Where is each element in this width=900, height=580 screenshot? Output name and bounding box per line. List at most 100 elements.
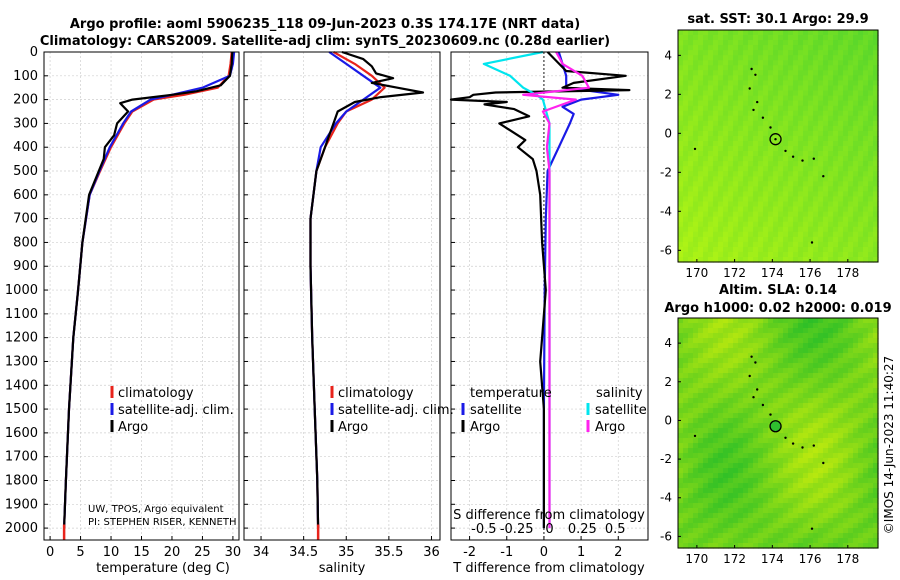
map-cell [833, 518, 839, 524]
map-cell [738, 40, 744, 46]
map-cell [683, 151, 689, 157]
map-cell [788, 181, 794, 187]
map-cell [813, 513, 819, 519]
map-cell [728, 388, 734, 394]
map-cell [788, 221, 794, 228]
map-cell [708, 45, 714, 51]
map-cell [803, 216, 809, 223]
map-cell [788, 166, 794, 172]
map-cell [713, 171, 719, 177]
map-cell [698, 348, 704, 354]
map-cell [823, 433, 829, 439]
map-cell [723, 353, 729, 359]
map-cell [703, 221, 709, 228]
map-cell [863, 528, 869, 534]
map-cell [808, 186, 814, 192]
map-cell [798, 146, 804, 152]
map-cell [768, 40, 774, 46]
map-cell [773, 141, 779, 147]
map-cell [718, 30, 724, 36]
map-cell [863, 125, 869, 132]
map-cell [813, 543, 819, 549]
map-cell [868, 201, 874, 208]
map-cell [728, 463, 734, 469]
map-cell [803, 115, 809, 122]
map-cell [803, 538, 809, 544]
map-cell [723, 45, 729, 51]
map-cell [863, 388, 869, 394]
map-cell [753, 423, 759, 429]
map-cell [808, 428, 814, 434]
map-cell [683, 423, 689, 429]
map-cell [758, 45, 764, 51]
map-cell [808, 363, 814, 369]
map-cell [868, 251, 874, 258]
map-cell [778, 408, 784, 414]
map-cell [768, 368, 774, 374]
map-cell [718, 368, 724, 374]
map-cell [843, 251, 849, 258]
map-cell [713, 518, 719, 524]
map-cell [753, 328, 759, 334]
map-cell [753, 518, 759, 524]
map-cell [823, 226, 829, 233]
map-cell [868, 186, 874, 192]
map-cell [748, 166, 754, 172]
map-cell [743, 196, 749, 202]
map-cell [748, 453, 754, 459]
map-cell [848, 338, 854, 344]
map-cell [718, 186, 724, 192]
map-cell [783, 231, 789, 238]
map-cell [683, 483, 689, 489]
map-cell [818, 120, 824, 127]
map-cell [768, 257, 774, 263]
map-cell [853, 35, 859, 41]
map-cell [688, 328, 694, 334]
float-track-dot [693, 434, 697, 438]
map-cell [843, 408, 849, 414]
map-cell [758, 171, 764, 177]
map-cell [693, 408, 699, 414]
map-cell [683, 478, 689, 484]
legend-s-argo: Argo [595, 420, 625, 435]
map-cell [713, 338, 719, 344]
map-cell [683, 221, 689, 228]
map-cell [853, 125, 859, 132]
map-cell [743, 543, 749, 549]
map-cell [703, 513, 709, 519]
map-cell [783, 468, 789, 474]
map-cell [838, 388, 844, 394]
map-cell [828, 378, 834, 384]
map-cell [768, 463, 774, 469]
map-cell [873, 318, 879, 324]
map-cell [858, 231, 864, 238]
map-cell [678, 95, 684, 102]
map-cell [843, 161, 849, 167]
map-cell [863, 80, 869, 86]
map-cell [823, 428, 829, 434]
map-cell [833, 468, 839, 474]
map-cell [708, 458, 714, 464]
map-cell [693, 438, 699, 444]
map-cell [868, 528, 874, 534]
map-cell [833, 45, 839, 51]
map-cell [753, 206, 759, 213]
map-cell [813, 458, 819, 464]
map-cell [873, 201, 879, 208]
map-cell [718, 438, 724, 444]
map-cell [778, 115, 784, 122]
map-cell [693, 186, 699, 192]
map-cell [833, 125, 839, 132]
map-cell [738, 318, 744, 324]
float-track-dot [748, 374, 751, 378]
map-cell [688, 503, 694, 509]
map-cell [843, 348, 849, 354]
map-cell [763, 488, 769, 494]
map-cell [843, 65, 849, 71]
map-cell [728, 196, 734, 202]
map-cell [733, 338, 739, 344]
map-cell [748, 418, 754, 424]
map-cell [868, 373, 874, 379]
map-cell [773, 191, 779, 197]
map-cell [753, 523, 759, 529]
